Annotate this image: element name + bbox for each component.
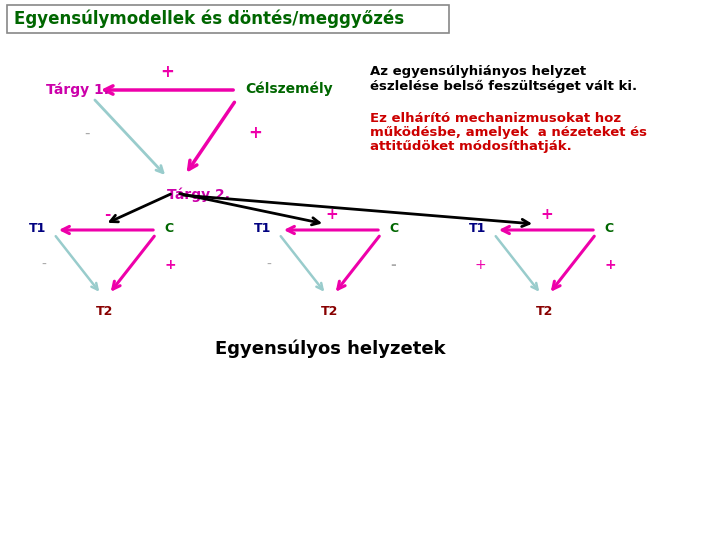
Text: -: - xyxy=(104,207,110,222)
Text: +: + xyxy=(541,207,554,222)
Text: +: + xyxy=(248,124,262,141)
FancyBboxPatch shape xyxy=(7,5,449,33)
Text: +: + xyxy=(325,207,338,222)
Text: T2: T2 xyxy=(96,305,114,318)
Text: Tárgy 1.: Tárgy 1. xyxy=(46,83,109,97)
Text: C: C xyxy=(389,221,398,234)
Text: Egyensúlymodellek és döntés/meggyőzés: Egyensúlymodellek és döntés/meggyőzés xyxy=(14,10,404,28)
Text: Az egyensúlyhiányos helyzet: Az egyensúlyhiányos helyzet xyxy=(370,65,586,78)
Text: -: - xyxy=(390,258,396,272)
Text: C: C xyxy=(164,221,173,234)
Text: Tárgy 2.: Tárgy 2. xyxy=(167,188,230,202)
Text: -: - xyxy=(84,126,90,141)
Text: Ez elhárító mechanizmusokat hoz: Ez elhárító mechanizmusokat hoz xyxy=(370,112,621,125)
Text: -: - xyxy=(41,258,46,272)
Text: T1: T1 xyxy=(469,221,486,234)
Text: attitűdöket módosíthatják.: attitűdöket módosíthatják. xyxy=(370,140,572,153)
Text: működésbe, amelyek  a nézeteket és: működésbe, amelyek a nézeteket és xyxy=(370,126,647,139)
Text: észlelése belső feszültséget vált ki.: észlelése belső feszültséget vált ki. xyxy=(370,80,637,93)
Text: Egyensúlyos helyzetek: Egyensúlyos helyzetek xyxy=(215,340,445,359)
Text: +: + xyxy=(605,258,616,272)
Text: T2: T2 xyxy=(321,305,338,318)
Text: Célszemély: Célszemély xyxy=(245,82,333,96)
Text: +: + xyxy=(160,63,174,81)
Text: +: + xyxy=(165,258,176,272)
Text: -: - xyxy=(266,258,271,272)
Text: T1: T1 xyxy=(253,221,271,234)
Text: T1: T1 xyxy=(29,221,46,234)
Text: +: + xyxy=(474,258,486,272)
Text: T2: T2 xyxy=(536,305,554,318)
Text: C: C xyxy=(604,221,613,234)
